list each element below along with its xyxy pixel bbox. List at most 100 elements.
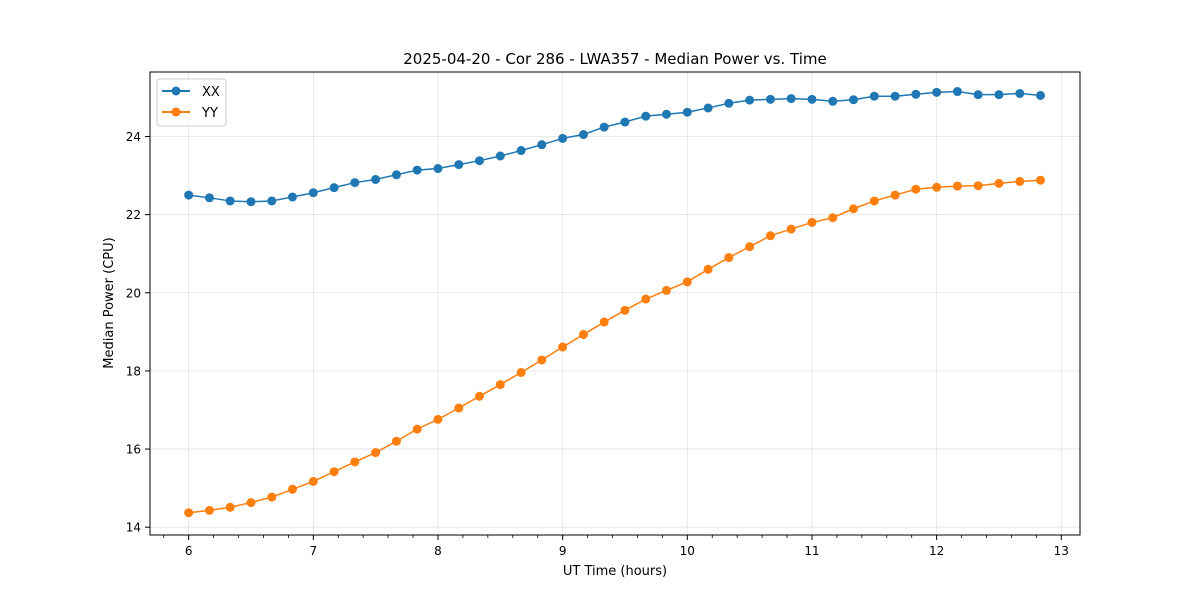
- data-point-xx: [371, 174, 381, 184]
- data-point-xx: [184, 190, 194, 200]
- data-point-yy: [807, 217, 817, 227]
- x-tick-label: 12: [929, 544, 944, 558]
- data-point-yy: [890, 190, 900, 200]
- data-point-xx: [308, 188, 318, 198]
- data-point-xx: [225, 196, 235, 206]
- data-point-yy: [578, 330, 588, 340]
- legend-marker-xx: [171, 86, 181, 96]
- data-point-xx: [350, 178, 360, 188]
- data-point-xx: [682, 107, 692, 117]
- data-point-xx: [911, 89, 921, 99]
- data-point-xx: [516, 146, 526, 156]
- data-point-yy: [952, 181, 962, 191]
- data-point-xx: [246, 197, 256, 207]
- data-point-xx: [578, 130, 588, 140]
- data-point-yy: [848, 204, 858, 214]
- data-point-yy: [350, 457, 360, 467]
- x-tick-label: 6: [185, 544, 193, 558]
- data-point-xx: [973, 90, 983, 100]
- data-point-xx: [890, 91, 900, 101]
- data-point-yy: [495, 380, 505, 390]
- data-point-xx: [994, 90, 1004, 100]
- data-point-yy: [786, 224, 796, 234]
- y-tick-label: 20: [126, 286, 141, 300]
- legend: XX YY: [156, 78, 227, 127]
- data-point-yy: [765, 231, 775, 241]
- data-point-yy: [225, 502, 235, 512]
- data-point-yy: [1035, 175, 1045, 185]
- series-yy: [184, 175, 1045, 518]
- data-point-yy: [869, 196, 879, 206]
- data-point-yy: [184, 508, 194, 518]
- x-tick-label: 13: [1054, 544, 1069, 558]
- data-point-xx: [599, 122, 609, 132]
- data-point-yy: [558, 342, 568, 352]
- series-layer: [184, 87, 1045, 518]
- data-point-xx: [952, 87, 962, 97]
- data-point-xx: [537, 140, 547, 150]
- data-point-xx: [1015, 88, 1025, 98]
- data-point-xx: [474, 156, 484, 166]
- data-point-xx: [745, 95, 755, 105]
- data-point-xx: [869, 91, 879, 101]
- data-point-yy: [433, 414, 443, 424]
- data-point-xx: [558, 133, 568, 143]
- data-point-xx: [620, 117, 630, 127]
- x-tick-label: 9: [559, 544, 567, 558]
- data-point-yy: [828, 213, 838, 223]
- data-point-xx: [1035, 90, 1045, 100]
- data-point-yy: [641, 294, 651, 304]
- data-point-yy: [599, 317, 609, 327]
- data-point-yy: [371, 448, 381, 458]
- data-point-xx: [495, 151, 505, 161]
- chart-title: 2025-04-20 - Cor 286 - LWA357 - Median P…: [403, 50, 827, 68]
- data-point-yy: [661, 285, 671, 295]
- data-point-yy: [620, 305, 630, 315]
- y-tick-label: 18: [126, 364, 141, 378]
- data-point-yy: [973, 181, 983, 191]
- data-point-xx: [828, 96, 838, 106]
- data-point-xx: [204, 193, 214, 203]
- data-point-yy: [682, 277, 692, 287]
- y-tick-label: 24: [126, 130, 141, 144]
- data-point-xx: [267, 196, 277, 206]
- grid: [150, 72, 1080, 535]
- data-point-xx: [329, 183, 339, 193]
- data-point-xx: [391, 170, 401, 180]
- legend-label-yy: YY: [201, 106, 218, 121]
- data-point-xx: [433, 164, 443, 174]
- data-point-yy: [724, 253, 734, 263]
- data-point-xx: [661, 109, 671, 119]
- data-point-yy: [246, 498, 256, 508]
- data-point-yy: [287, 484, 297, 494]
- data-point-yy: [537, 355, 547, 365]
- data-point-xx: [454, 160, 464, 170]
- data-point-yy: [516, 367, 526, 377]
- axes-ticks: 6 7 8 9 10 11 12 13 14 16 18 20 22 24: [126, 130, 1069, 558]
- data-point-xx: [703, 103, 713, 113]
- data-point-xx: [412, 165, 422, 175]
- data-point-xx: [641, 111, 651, 121]
- data-point-yy: [745, 242, 755, 252]
- data-point-xx: [807, 94, 817, 104]
- x-tick-label: 8: [434, 544, 442, 558]
- data-point-yy: [474, 391, 484, 401]
- data-point-xx: [848, 95, 858, 105]
- data-point-yy: [454, 403, 464, 413]
- data-point-yy: [1015, 176, 1025, 186]
- data-point-yy: [204, 505, 214, 515]
- data-point-yy: [267, 492, 277, 502]
- y-axis-label: Median Power (CPU): [102, 237, 117, 368]
- x-tick-label: 11: [804, 544, 819, 558]
- data-point-xx: [786, 94, 796, 104]
- legend-marker-yy: [171, 107, 181, 117]
- data-point-yy: [329, 467, 339, 477]
- y-tick-label: 16: [126, 443, 141, 457]
- x-axis-label: UT Time (hours): [563, 564, 667, 579]
- x-tick-label: 7: [309, 544, 317, 558]
- data-point-xx: [287, 192, 297, 202]
- plot-frame: [149, 71, 1081, 536]
- series-xx: [184, 87, 1045, 207]
